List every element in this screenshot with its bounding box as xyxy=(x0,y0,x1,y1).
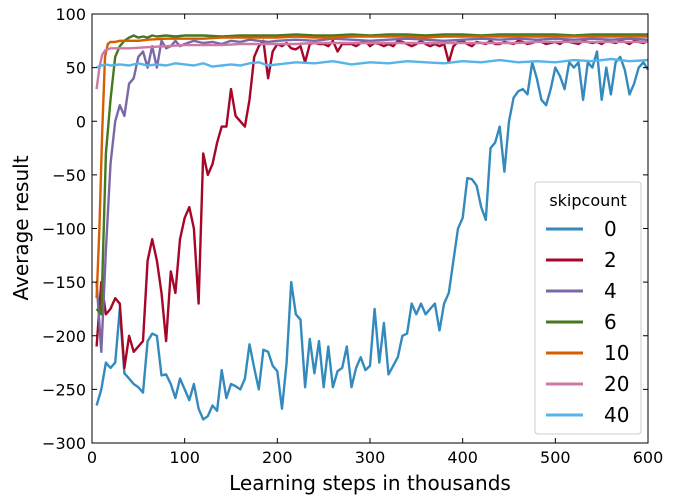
y-tick-label: −300 xyxy=(42,434,86,453)
legend-label-20: 20 xyxy=(604,372,629,396)
y-tick-label: −100 xyxy=(42,220,86,239)
x-tick-label: 600 xyxy=(633,448,664,467)
legend-title: skipcount xyxy=(549,191,626,210)
legend-label-10: 10 xyxy=(604,341,629,365)
x-tick-label: 200 xyxy=(262,448,293,467)
legend-label-4: 4 xyxy=(604,279,617,303)
x-tick-label: 100 xyxy=(169,448,200,467)
y-tick-label: −150 xyxy=(42,273,86,292)
x-axis-title: Learning steps in thousands xyxy=(229,471,511,495)
y-tick-label: −50 xyxy=(52,166,86,185)
x-tick-label: 500 xyxy=(540,448,571,467)
legend: skipcount 0 2 4 6 10 20 40 xyxy=(534,181,642,435)
x-axis: 0 100 200 300 400 500 600 xyxy=(87,14,663,467)
legend-label-6: 6 xyxy=(604,310,617,334)
series-line-0 xyxy=(95,50,650,421)
series-line-40 xyxy=(96,57,649,69)
y-tick-label: 100 xyxy=(55,5,86,24)
y-tick-label: 50 xyxy=(66,59,86,78)
legend-label-0: 0 xyxy=(604,217,617,241)
legend-items: 0 2 4 6 10 20 40 xyxy=(546,217,629,427)
x-tick-label: 0 xyxy=(87,448,97,467)
y-tick-label: 0 xyxy=(76,112,86,131)
y-axis-title: Average result xyxy=(9,155,33,300)
legend-label-2: 2 xyxy=(604,248,617,272)
legend-label-40: 40 xyxy=(604,403,629,427)
series-layer xyxy=(95,33,650,421)
y-tick-label: −200 xyxy=(42,327,86,346)
legend-box xyxy=(534,181,642,435)
series-line-10 xyxy=(95,35,648,299)
series-line-4 xyxy=(95,37,649,353)
series-line-6 xyxy=(95,33,648,316)
y-tick-label: −250 xyxy=(42,380,86,399)
x-tick-label: 300 xyxy=(355,448,386,467)
x-tick-label: 400 xyxy=(447,448,478,467)
series-line-20 xyxy=(95,40,648,90)
